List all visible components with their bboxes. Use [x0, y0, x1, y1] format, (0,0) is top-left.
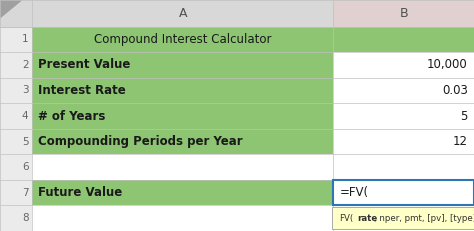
Text: 6: 6: [22, 162, 28, 172]
Bar: [0, 52, 32, 78]
Text: # of Years: # of Years: [38, 109, 106, 122]
Bar: [0, 103, 32, 129]
Text: Future Value: Future Value: [38, 186, 123, 199]
Bar: [0, 154, 32, 180]
Text: 0.03: 0.03: [442, 84, 468, 97]
Bar: [0, 0, 32, 27]
Text: 10,000: 10,000: [427, 58, 468, 71]
Text: FV(: FV(: [339, 214, 353, 223]
Bar: [32, 154, 333, 180]
Bar: [0, 78, 32, 103]
Bar: [333, 180, 474, 205]
Text: 8: 8: [22, 213, 28, 223]
Text: 3: 3: [22, 85, 28, 95]
Text: A: A: [179, 7, 187, 20]
Bar: [0, 180, 32, 205]
Bar: [32, 0, 333, 27]
Text: Compound Interest Calculator: Compound Interest Calculator: [94, 33, 272, 46]
Text: Interest Rate: Interest Rate: [38, 84, 126, 97]
Text: Compounding Periods per Year: Compounding Periods per Year: [38, 135, 243, 148]
Text: 5: 5: [460, 109, 468, 122]
Text: , nper, pmt, [pv], [type]): , nper, pmt, [pv], [type]): [374, 214, 474, 223]
Bar: [0, 129, 32, 154]
Polygon shape: [0, 0, 23, 19]
Bar: [333, 205, 474, 231]
Bar: [32, 205, 333, 231]
Bar: [333, 27, 474, 52]
Bar: [333, 52, 474, 78]
Bar: [32, 129, 333, 154]
Text: Present Value: Present Value: [38, 58, 131, 71]
Bar: [32, 78, 333, 103]
Text: rate: rate: [357, 214, 377, 223]
Text: 12: 12: [453, 135, 468, 148]
Bar: [32, 180, 333, 205]
Text: 1: 1: [22, 34, 28, 44]
Text: 4: 4: [22, 111, 28, 121]
Text: =FV(: =FV(: [339, 186, 368, 199]
Bar: [333, 180, 474, 205]
Bar: [32, 103, 333, 129]
Bar: [333, 103, 474, 129]
Bar: [333, 0, 474, 27]
Text: 2: 2: [22, 60, 28, 70]
Bar: [333, 129, 474, 154]
Bar: [32, 27, 333, 52]
Bar: [32, 52, 333, 78]
FancyBboxPatch shape: [332, 207, 474, 229]
Bar: [0, 27, 32, 52]
Bar: [333, 154, 474, 180]
Text: 7: 7: [22, 188, 28, 198]
Bar: [0, 205, 32, 231]
Text: 5: 5: [22, 137, 28, 146]
Text: B: B: [399, 7, 408, 20]
Bar: [333, 78, 474, 103]
